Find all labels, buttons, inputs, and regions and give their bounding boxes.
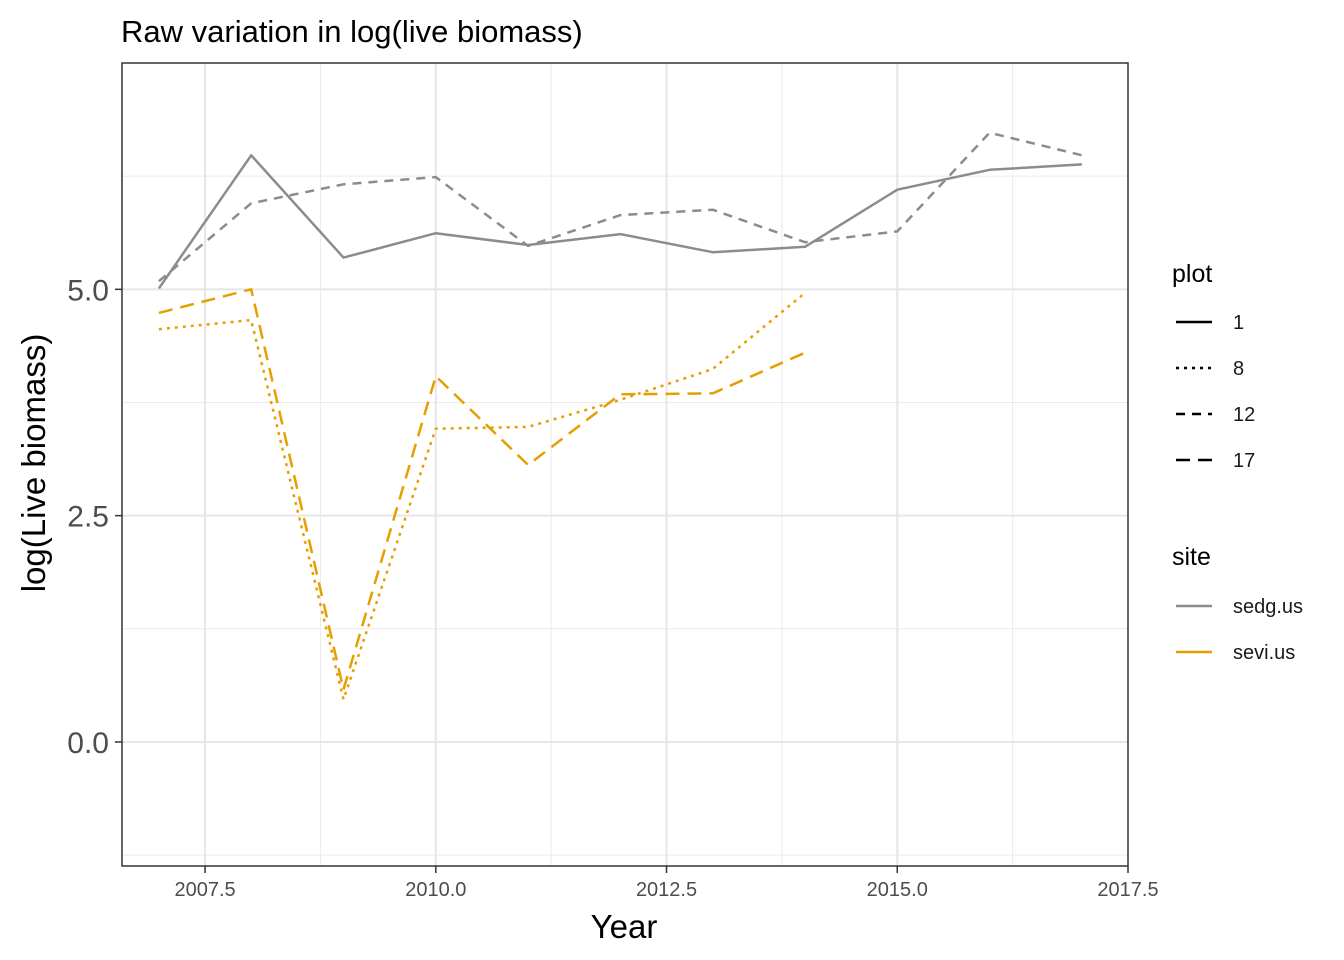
- x-tick-label: 2010.0: [405, 879, 466, 901]
- y-tick-label: 0.0: [67, 727, 109, 760]
- y-tick-label: 2.5: [67, 501, 109, 534]
- legend-plot-label: 8: [1233, 358, 1244, 380]
- x-axis-title: Year: [591, 908, 658, 945]
- series-line-sedg-us-plot-1: [157, 154, 1082, 290]
- legend-plot-label: 17: [1233, 450, 1255, 472]
- series-line-sedg-us-plot-12: [158, 131, 1083, 283]
- legend: plot 1 8 12 17 site sedg.us sevi.us: [1172, 260, 1303, 664]
- series-line-sevi-us-plot-17: [158, 288, 806, 691]
- legend-plot-label: 1: [1233, 312, 1244, 334]
- x-tick-label: 2007.5: [174, 879, 235, 901]
- legend-site-title: site: [1172, 543, 1211, 571]
- series-line-sevi-us-plot-8: [158, 291, 806, 701]
- plot-area: 2007.5 2010.0 2012.5 2015.0 2017.5 0.0 2.5 5.0: [67, 62, 1159, 901]
- x-tick-label: 2012.5: [636, 879, 697, 901]
- panel-border: [121, 62, 1129, 867]
- legend-plot-label: 12: [1233, 404, 1255, 426]
- x-tick-label: 2015.0: [867, 879, 928, 901]
- x-tick-label: 2017.5: [1097, 879, 1158, 901]
- legend-site-label: sedg.us: [1233, 596, 1303, 618]
- y-tick-label: 5.0: [67, 274, 109, 307]
- y-axis-title: log(Live biomass): [15, 334, 52, 593]
- legend-plot-title: plot: [1172, 260, 1212, 288]
- chart-title: Raw variation in log(live biomass): [121, 14, 583, 49]
- legend-site-label: sevi.us: [1233, 642, 1295, 664]
